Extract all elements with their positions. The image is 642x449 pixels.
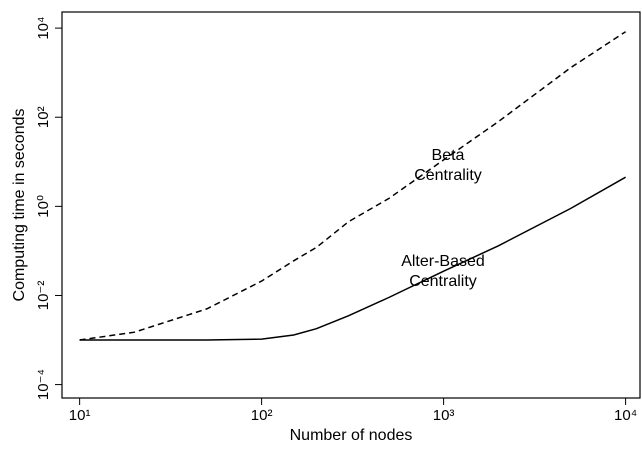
annotation: Centrality (414, 167, 482, 184)
x-tick-label: 10⁴ (614, 407, 637, 424)
line-series (79, 176, 626, 341)
x-tick-label: 10¹ (69, 407, 91, 424)
y-tick-label: 10⁻⁴ (35, 369, 52, 400)
y-tick-label: 10⁻² (35, 281, 52, 311)
y-axis-label: Computing time in seconds (11, 109, 28, 302)
annotation: Beta (432, 147, 465, 164)
y-tick-label: 10⁰ (35, 195, 52, 218)
x-tick-label: 10² (251, 407, 273, 424)
y-tick-label: 10⁴ (35, 17, 52, 40)
x-tick-label: 10³ (433, 407, 455, 424)
line-series (79, 31, 627, 341)
annotation: Centrality (409, 273, 477, 290)
y-tick-label: 10² (35, 106, 52, 128)
x-axis-label: Number of nodes (290, 427, 413, 444)
plot-frame (61, 11, 641, 399)
annotation: Alter-Based (401, 253, 485, 270)
